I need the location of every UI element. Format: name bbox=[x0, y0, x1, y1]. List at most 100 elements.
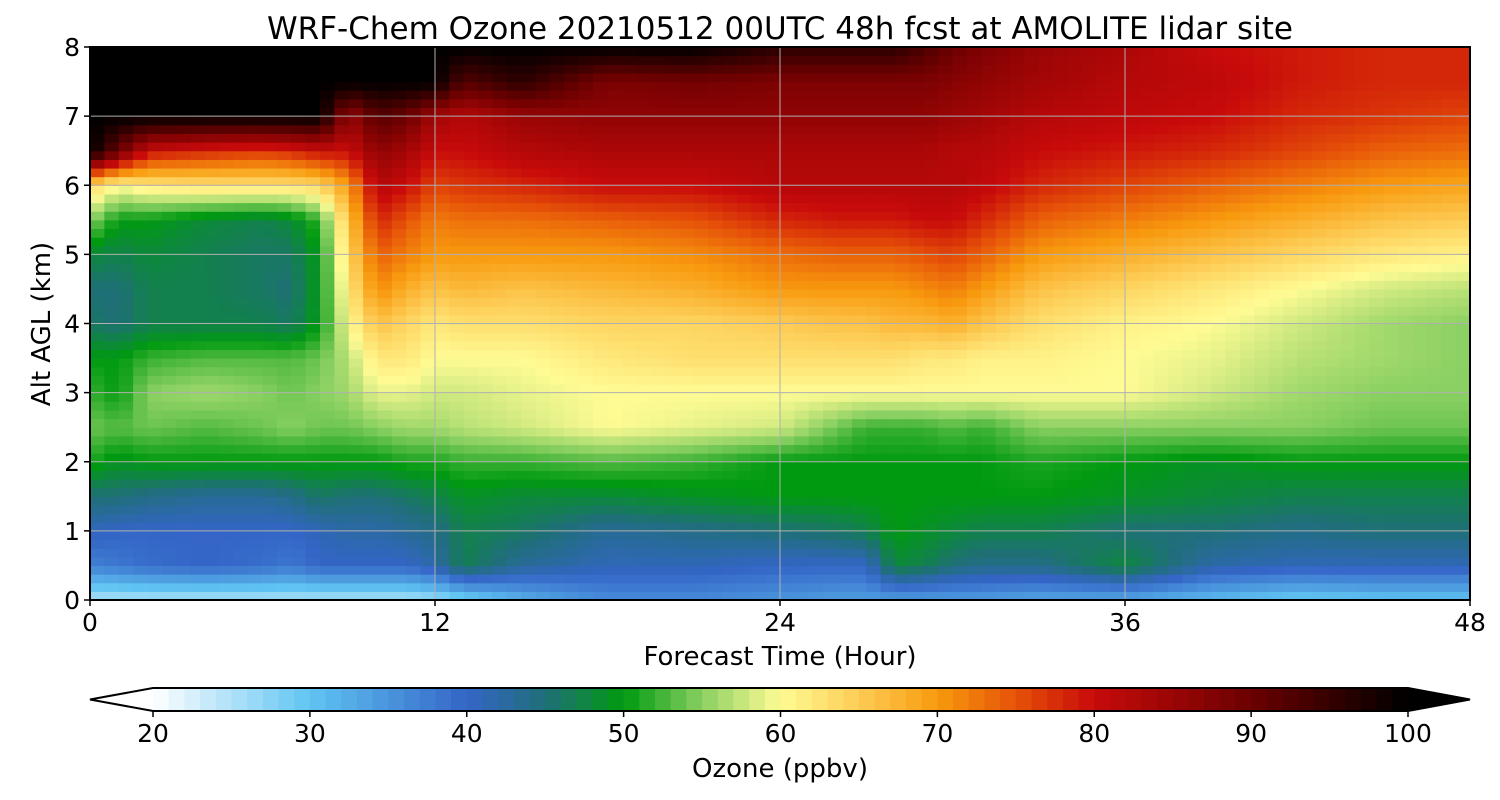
field-cell bbox=[665, 358, 680, 368]
field-cell bbox=[1168, 297, 1184, 307]
field-cell bbox=[1182, 435, 1198, 446]
field-cell bbox=[420, 435, 436, 446]
field-cell bbox=[880, 444, 896, 454]
field-cell bbox=[550, 98, 565, 109]
field-cell bbox=[679, 582, 695, 592]
field-cell bbox=[1024, 211, 1040, 221]
field-cell bbox=[133, 159, 149, 169]
field-cell bbox=[1067, 90, 1083, 100]
field-cell bbox=[161, 64, 177, 74]
field-cell bbox=[262, 202, 278, 212]
field-cell bbox=[205, 98, 220, 109]
field-cell bbox=[952, 90, 968, 100]
field-cell bbox=[1010, 98, 1025, 109]
field-cell bbox=[665, 591, 680, 601]
field-cell bbox=[679, 548, 695, 558]
field-cell bbox=[391, 539, 407, 549]
field-cell bbox=[751, 461, 767, 471]
field-cell bbox=[1024, 280, 1040, 290]
field-cell bbox=[1139, 202, 1155, 212]
field-cell bbox=[262, 176, 278, 186]
field-cell bbox=[607, 340, 623, 351]
field-cell bbox=[147, 392, 163, 402]
field-cell bbox=[147, 263, 163, 273]
field-cell bbox=[1110, 314, 1126, 325]
field-cell bbox=[262, 159, 278, 169]
field-cell bbox=[564, 228, 580, 238]
field-cell bbox=[219, 340, 235, 351]
field-cell bbox=[492, 81, 508, 91]
field-cell bbox=[1168, 314, 1184, 325]
field-cell bbox=[895, 219, 910, 230]
field-cell bbox=[636, 366, 652, 376]
field-cell bbox=[693, 366, 709, 376]
field-cell bbox=[377, 574, 393, 584]
field-cell bbox=[880, 582, 896, 592]
field-cell bbox=[794, 487, 810, 497]
field-cell bbox=[435, 219, 450, 230]
field-cell bbox=[1024, 513, 1040, 523]
field-cell bbox=[449, 530, 465, 541]
field-cell bbox=[808, 556, 824, 567]
field-cell bbox=[851, 565, 867, 575]
field-cell bbox=[593, 314, 609, 325]
field-cell bbox=[118, 90, 134, 100]
field-cell bbox=[938, 383, 954, 394]
field-cell bbox=[1024, 461, 1040, 471]
field-cell bbox=[607, 142, 623, 152]
field-cell bbox=[118, 237, 134, 247]
field-cell bbox=[607, 202, 623, 212]
field-cell bbox=[391, 124, 407, 135]
field-cell bbox=[909, 150, 925, 160]
field-cell bbox=[363, 159, 379, 169]
field-cell bbox=[1139, 539, 1155, 549]
field-cell bbox=[851, 496, 867, 506]
field-cell bbox=[665, 271, 680, 281]
field-cell bbox=[377, 159, 393, 169]
field-cell bbox=[593, 297, 609, 307]
field-cell bbox=[607, 81, 623, 91]
field-cell bbox=[679, 496, 695, 506]
field-cell bbox=[938, 349, 954, 359]
field-cell bbox=[104, 271, 120, 281]
field-cell bbox=[765, 453, 781, 463]
field-cell bbox=[478, 245, 494, 255]
field-cell bbox=[248, 366, 264, 376]
field-cell bbox=[463, 504, 479, 515]
field-cell bbox=[1024, 522, 1040, 532]
field-cell bbox=[449, 237, 465, 247]
field-cell bbox=[1125, 487, 1140, 497]
field-cell bbox=[621, 461, 637, 471]
field-cell bbox=[118, 530, 134, 541]
field-cell bbox=[765, 409, 781, 420]
field-cell bbox=[938, 496, 954, 506]
field-cell bbox=[391, 513, 407, 523]
field-cell bbox=[665, 522, 680, 532]
field-cell bbox=[1182, 314, 1198, 325]
field-cell bbox=[233, 582, 249, 592]
field-cell bbox=[895, 167, 910, 178]
field-cell bbox=[938, 435, 954, 446]
field-cell bbox=[895, 202, 910, 212]
field-cell bbox=[780, 98, 795, 109]
field-cell bbox=[90, 565, 105, 575]
field-cell bbox=[722, 375, 738, 385]
field-cell bbox=[851, 409, 867, 420]
field-cell bbox=[363, 107, 379, 117]
field-cell bbox=[923, 548, 939, 558]
field-cell bbox=[1081, 530, 1097, 541]
field-cell bbox=[276, 349, 292, 359]
field-cell bbox=[837, 98, 853, 109]
field-cell bbox=[621, 193, 637, 204]
field-cell bbox=[808, 375, 824, 385]
field-cell bbox=[406, 133, 422, 143]
field-cell bbox=[535, 530, 551, 541]
field-cell bbox=[1081, 254, 1097, 264]
field-cell bbox=[952, 55, 968, 65]
field-cell bbox=[952, 202, 968, 212]
field-cell bbox=[636, 487, 652, 497]
field-cell bbox=[176, 142, 192, 152]
field-cell bbox=[880, 358, 896, 368]
field-cell bbox=[722, 228, 738, 238]
field-cell bbox=[650, 55, 666, 65]
